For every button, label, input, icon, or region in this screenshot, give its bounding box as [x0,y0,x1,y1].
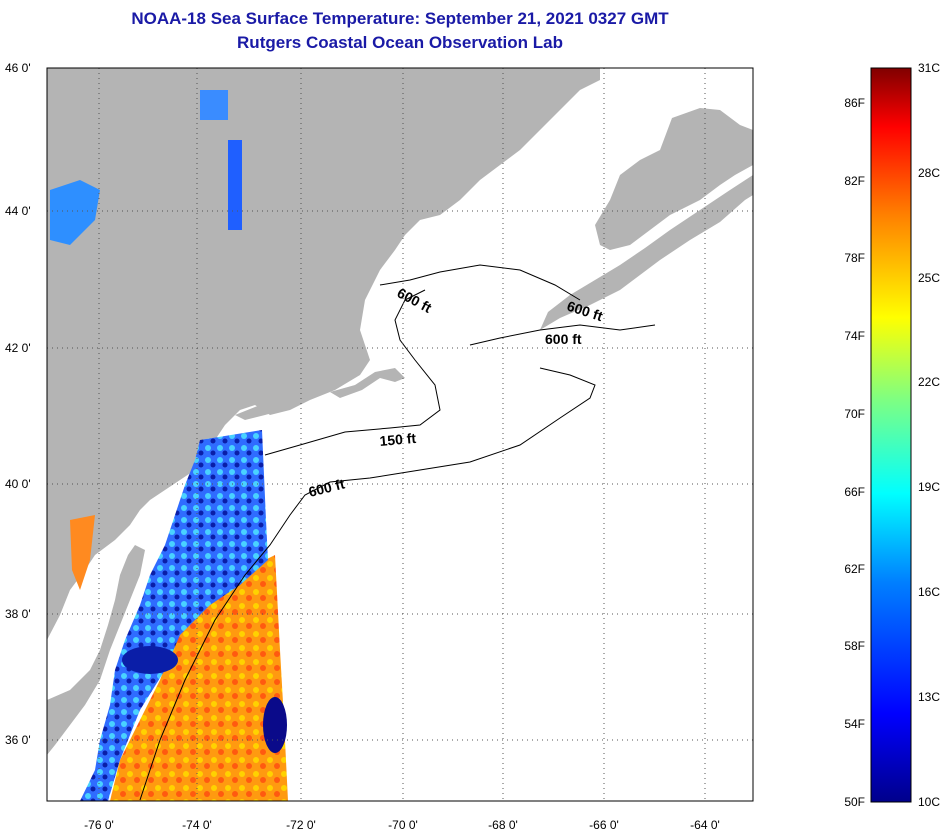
colorbar-gradient [870,67,912,803]
lon-tick-label: -68 0' [488,818,518,832]
sst-cold-eddy [263,697,287,753]
lon-tick-label: -70 0' [388,818,418,832]
sst-inland-water [228,140,242,230]
colorbar-c-label: 10C [918,795,940,809]
map-frame [46,67,754,802]
land-cape-cod [330,368,405,398]
land-mainland [47,68,753,640]
colorbar-f-label: 74F [844,329,865,343]
lat-tick-label: 36 0' [5,733,31,747]
title-line-1: NOAA-18 Sea Surface Temperature: Septemb… [131,9,669,28]
colorbar-fahrenheit-labels: 86F 82F 78F 74F 70F 66F 62F 58F 54F 50F [844,96,865,809]
contour-600ft [469,324,656,346]
contour-600ft [379,264,581,301]
lon-tick-label: -66 0' [589,818,619,832]
sst-inland-water [50,180,100,245]
lon-tick-label: -76 0' [84,818,114,832]
colorbar-c-label: 28C [918,166,940,180]
title-line-2: Rutgers Coastal Ocean Observation Lab [237,33,563,52]
sst-inland-water [70,515,95,590]
lon-axis: -76 0' -74 0' -72 0' -70 0' -68 0' -66 0… [84,818,720,832]
colorbar-f-label: 78F [844,251,865,265]
colorbar-c-label: 13C [918,690,940,704]
lat-tick-label: 38 0' [5,607,31,621]
colorbar: 86F 82F 78F 74F 70F 66F 62F 58F 54F 50F … [844,61,940,809]
lat-tick-label: 46 0' [5,61,31,75]
colorbar-c-label: 31C [918,61,940,75]
lat-tick-label: 42 0' [5,341,31,355]
sst-cool-region [80,430,268,801]
colorbar-f-label: 82F [844,174,865,188]
sst-cold-patch [122,646,178,674]
colorbar-f-label: 58F [844,639,865,653]
lat-tick-label: 44 0' [5,204,31,218]
colorbar-c-label: 19C [918,480,940,494]
colorbar-f-label: 86F [844,96,865,110]
colorbar-c-label: 22C [918,375,940,389]
lon-grid [98,68,706,801]
lon-tick-label: -72 0' [286,818,316,832]
lat-axis: 46 0' 44 0' 42 0' 40 0' 38 0' 36 0' [5,61,31,747]
land-nova-scotia [540,175,753,330]
colorbar-c-label: 16C [918,585,940,599]
colorbar-f-label: 66F [844,485,865,499]
lon-tick-label: -74 0' [182,818,212,832]
lon-tick-label: -64 0' [690,818,720,832]
contour-600ft [139,367,596,801]
colorbar-f-label: 50F [844,795,865,809]
contour-150ft [264,289,441,456]
land-delmarva [47,545,145,755]
colorbar-celsius-labels: 31C 28C 25C 22C 19C 16C 13C 10C [918,61,940,809]
colorbar-c-label: 25C [918,271,940,285]
contour-label: 600 ft [545,331,582,347]
colorbar-f-label: 62F [844,562,865,576]
sst-inland-water [200,90,228,120]
sst-warm-region [110,555,288,801]
colorbar-f-label: 70F [844,407,865,421]
colorbar-f-label: 54F [844,717,865,731]
contour-label: 150 ft [379,430,417,449]
land-long-island [235,398,300,420]
lat-tick-label: 40 0' [5,477,31,491]
